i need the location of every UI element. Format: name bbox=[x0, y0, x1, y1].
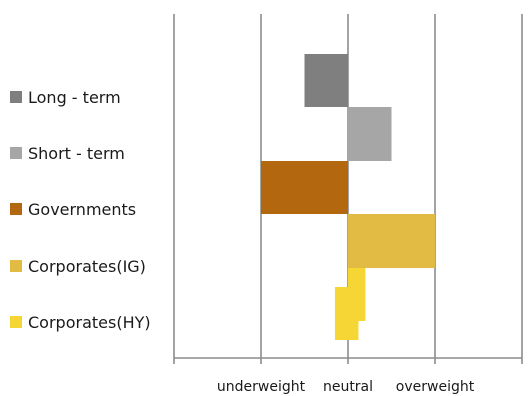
legend-label: Governments bbox=[28, 200, 136, 219]
bar-corporates-ig bbox=[348, 214, 435, 268]
x-tick-label: overweight bbox=[396, 379, 475, 395]
legend-swatch bbox=[10, 260, 22, 272]
legend: Long - term Short - term Governments Corpor… bbox=[10, 88, 151, 332]
x-tick-label: neutral bbox=[323, 379, 373, 395]
legend-swatch bbox=[10, 147, 22, 159]
bar-short-term bbox=[348, 107, 392, 161]
legend-label: Long - term bbox=[28, 88, 121, 107]
bar-corporates-hy bbox=[334, 268, 366, 340]
x-tick-label: underweight bbox=[217, 379, 306, 395]
bars bbox=[261, 54, 435, 340]
legend-swatch bbox=[10, 203, 22, 215]
bar-governments bbox=[261, 161, 348, 214]
legend-swatch bbox=[10, 91, 22, 103]
legend-label: Corporates(HY) bbox=[28, 313, 151, 332]
legend-swatch bbox=[10, 316, 22, 328]
bar-long-term bbox=[304, 54, 348, 107]
legend-label: Short - term bbox=[28, 144, 125, 163]
legend-label: Corporates(IG) bbox=[28, 257, 146, 276]
